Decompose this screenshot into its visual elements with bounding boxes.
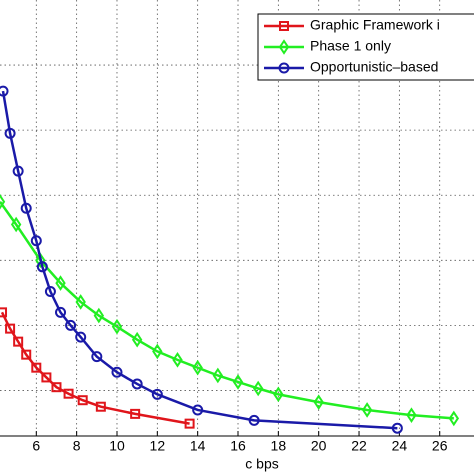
marker bbox=[44, 286, 56, 298]
marker bbox=[36, 261, 48, 273]
series-line bbox=[0, 311, 190, 425]
marker bbox=[77, 395, 88, 406]
marker bbox=[0, 307, 8, 318]
marker bbox=[12, 165, 24, 177]
marker bbox=[10, 216, 22, 233]
marker bbox=[31, 362, 42, 373]
legend-label: Opportunistic–based bbox=[310, 59, 438, 75]
marker bbox=[4, 127, 16, 139]
x-tick-label: 10 bbox=[109, 438, 125, 454]
marker bbox=[279, 21, 289, 31]
x-axis-label: c bps bbox=[245, 456, 278, 472]
marker bbox=[75, 331, 87, 343]
x-tick-label: 8 bbox=[73, 438, 81, 454]
marker bbox=[361, 402, 373, 418]
marker bbox=[184, 418, 195, 429]
marker bbox=[13, 336, 24, 347]
marker bbox=[55, 275, 66, 291]
marker bbox=[75, 294, 86, 310]
marker bbox=[278, 39, 290, 55]
marker bbox=[55, 306, 67, 318]
marker bbox=[313, 394, 324, 410]
marker bbox=[0, 85, 9, 97]
marker bbox=[131, 378, 143, 390]
marker bbox=[278, 62, 290, 74]
legend-label: Phase 1 only bbox=[310, 38, 391, 54]
marker bbox=[93, 307, 105, 324]
marker bbox=[63, 388, 74, 399]
marker bbox=[131, 331, 143, 348]
x-tick-label: 16 bbox=[230, 438, 246, 454]
marker bbox=[391, 422, 403, 434]
marker bbox=[273, 386, 284, 403]
marker bbox=[192, 404, 204, 416]
marker bbox=[111, 318, 123, 335]
series-line bbox=[0, 201, 454, 420]
series bbox=[0, 307, 195, 429]
marker bbox=[232, 374, 244, 390]
x-tick-label: 6 bbox=[32, 438, 40, 454]
marker bbox=[35, 252, 46, 269]
marker bbox=[91, 351, 103, 363]
x-tick-label: 26 bbox=[432, 438, 448, 454]
marker bbox=[20, 202, 32, 214]
marker bbox=[152, 343, 163, 360]
marker bbox=[252, 380, 264, 397]
legend-label: Graphic Framework i bbox=[310, 17, 440, 33]
marker bbox=[130, 408, 141, 419]
marker bbox=[65, 319, 77, 331]
x-tick-label: 18 bbox=[271, 438, 287, 454]
marker bbox=[192, 359, 203, 376]
x-tick-label: 24 bbox=[392, 438, 408, 454]
series bbox=[0, 85, 403, 434]
marker bbox=[212, 367, 224, 384]
x-tick-label: 14 bbox=[190, 438, 206, 454]
marker bbox=[172, 352, 183, 368]
marker bbox=[41, 372, 52, 383]
marker bbox=[30, 235, 42, 247]
marker bbox=[448, 410, 460, 427]
x-tick-label: 20 bbox=[311, 438, 327, 454]
marker bbox=[151, 388, 163, 400]
marker bbox=[111, 366, 123, 378]
marker bbox=[5, 323, 16, 334]
series-line bbox=[1, 90, 398, 430]
marker bbox=[21, 349, 32, 360]
x-tick-label: 12 bbox=[150, 438, 166, 454]
marker bbox=[406, 407, 417, 423]
series bbox=[0, 193, 460, 427]
marker bbox=[51, 382, 62, 393]
marker bbox=[248, 414, 260, 426]
marker bbox=[0, 193, 6, 210]
marker bbox=[95, 401, 106, 412]
x-tick-label: 22 bbox=[351, 438, 367, 454]
